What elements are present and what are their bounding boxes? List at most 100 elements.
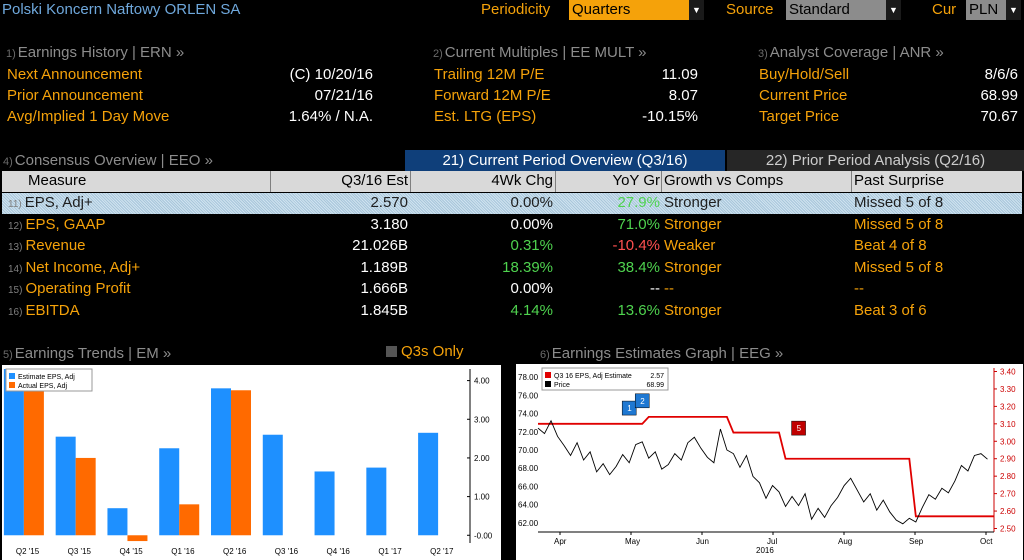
- right-tick-label: 2.60: [1000, 507, 1016, 516]
- x-tick-label: Q2 '17: [430, 547, 454, 556]
- growth-vs-comps-cell: --: [664, 280, 674, 297]
- estimate-bar: [366, 467, 387, 536]
- source-label: Source: [726, 1, 774, 18]
- growth-vs-comps-cell: Weaker: [664, 237, 716, 254]
- past-surprise-cell: Missed 5 of 8: [854, 194, 944, 211]
- measure-cell: 12) EPS, GAAP: [8, 216, 106, 233]
- estimate-cell: 1.189B: [360, 258, 408, 276]
- tab-current-period[interactable]: 21) Current Period Overview (Q3/16): [405, 150, 725, 171]
- estimate-bar: [262, 434, 283, 536]
- col-measure[interactable]: Measure: [28, 172, 87, 189]
- section-number: 2): [433, 48, 443, 60]
- row-number: 12): [8, 220, 23, 232]
- x-tick-label: Aug: [838, 537, 852, 546]
- section-title: Current Multiples | EE MULT »: [444, 44, 647, 61]
- consensus-overview-link[interactable]: 4) Consensus Overview | EEO »: [3, 152, 213, 169]
- next-announcement-value: (C) 10/20/16: [289, 66, 373, 83]
- left-tick-label: 62.00: [518, 519, 539, 528]
- right-tick-label: 3.10: [1000, 420, 1016, 429]
- trailing-pe-label: Trailing 12M P/E: [434, 66, 545, 83]
- measure-cell: 11) EPS, Adj+: [8, 194, 93, 211]
- analyst-coverage-link[interactable]: 3) Analyst Coverage | ANR »: [758, 44, 944, 61]
- x-tick-label: Oct: [980, 537, 993, 546]
- source-select[interactable]: Standard: [786, 0, 886, 20]
- past-surprise-cell: Beat 3 of 6: [854, 301, 927, 319]
- section-number: 5): [3, 349, 13, 361]
- legend-box: [541, 367, 669, 391]
- current-multiples-link[interactable]: 2) Current Multiples | EE MULT »: [433, 44, 647, 61]
- top-bar: Polski Koncern Naftowy ORLEN SA Periodic…: [0, 0, 1024, 22]
- legend-box: [5, 368, 93, 392]
- right-tick-label: 3.00: [1000, 437, 1016, 446]
- event-marker: [791, 420, 806, 436]
- row-number: 13): [8, 242, 23, 253]
- estimate-cell: 1.845B: [360, 301, 408, 319]
- x-tick-label: Q2 '16: [223, 547, 247, 556]
- col-estimate[interactable]: Q3/16 Est: [341, 172, 408, 189]
- table-row[interactable]: 13) Revenue 21.026B 0.31% -10.4% Weaker Beat 4…: [2, 236, 1022, 257]
- price-line: [537, 419, 988, 525]
- section-number: 6): [540, 349, 550, 361]
- section-number: 4): [3, 156, 13, 168]
- table-row[interactable]: 11) EPS, Adj+ 2.570 0.00% 27.9% Stronger Misse…: [2, 193, 1022, 214]
- currency-select[interactable]: PLN: [966, 0, 1006, 20]
- table-row[interactable]: 16) EBITDA 1.845B 4.14% 13.6% Stronger Beat 3 …: [2, 301, 1022, 322]
- estimate-bar: [418, 432, 439, 536]
- checkbox-icon: [386, 346, 397, 357]
- est-ltg-value: -10.15%: [642, 108, 698, 125]
- yoy-growth-cell: 13.6%: [617, 301, 660, 319]
- actual-bar: [23, 369, 44, 536]
- yoy-growth-cell: 27.9%: [617, 194, 660, 211]
- growth-vs-comps-cell: Stronger: [664, 194, 722, 211]
- legend-swatch: [9, 382, 15, 388]
- col-yoy[interactable]: YoY Gr: [612, 172, 660, 189]
- prior-announcement-label: Prior Announcement: [7, 87, 143, 104]
- periodicity-select[interactable]: Quarters: [569, 0, 689, 20]
- legend-swatch: [545, 372, 551, 378]
- y-tick-label: -0.00: [474, 531, 493, 540]
- legend-swatch: [545, 381, 551, 387]
- actual-bar: [231, 390, 251, 536]
- col-past-surprise[interactable]: Past Surprise: [854, 172, 945, 189]
- measure-cell: 13) Revenue: [8, 237, 86, 254]
- table-row[interactable]: 14) Net Income, Adj+ 1.189B 18.39% 38.4% Stro…: [2, 258, 1022, 279]
- earnings-trends-link[interactable]: 5) Earnings Trends | EM »: [3, 345, 171, 362]
- estimate-cell: 1.666B: [360, 280, 408, 297]
- measure-label: Net Income, Adj+: [25, 258, 141, 276]
- right-tick-label: 3.20: [1000, 402, 1016, 411]
- measure-label: EPS, GAAP: [25, 215, 106, 233]
- target-price-value: 70.67: [980, 108, 1018, 125]
- table-row[interactable]: 15) Operating Profit 1.666B 0.00% -- -- --: [2, 279, 1022, 300]
- currency-dropdown-icon[interactable]: ▼: [1006, 0, 1021, 20]
- left-tick-label: 76.00: [518, 391, 539, 400]
- col-4wk-chg[interactable]: 4Wk Chg: [491, 172, 553, 189]
- four-week-change-cell: 0.00%: [510, 280, 553, 297]
- past-surprise-cell: Missed 5 of 8: [854, 258, 944, 276]
- right-tick-label: 3.30: [1000, 385, 1016, 394]
- event-marker: [634, 393, 650, 409]
- left-tick-label: 70.00: [518, 446, 539, 455]
- x-year-label: 2016: [756, 546, 774, 555]
- currency-label: Cur: [932, 1, 957, 18]
- table-row[interactable]: 12) EPS, GAAP 3.180 0.00% 71.0% Stronger Misse…: [2, 215, 1022, 236]
- x-tick-label: Q3 '16: [275, 547, 299, 556]
- source-dropdown-icon[interactable]: ▼: [886, 0, 901, 20]
- x-tick-label: May: [625, 537, 640, 546]
- earnings-graph-link[interactable]: 6) Earnings Estimates Graph | EEG »: [540, 345, 783, 362]
- earnings-history-link[interactable]: 1) Earnings History | ERN »: [6, 44, 184, 61]
- four-week-change-cell: 4.14%: [510, 301, 553, 319]
- periodicity-dropdown-icon[interactable]: ▼: [689, 0, 704, 20]
- forward-pe-value: 8.07: [668, 87, 698, 104]
- col-growth-vs-comps[interactable]: Growth vs Comps: [664, 172, 784, 189]
- section-title: Earnings History | ERN »: [17, 44, 185, 61]
- left-tick-label: 74.00: [518, 410, 539, 419]
- estimate-bar: [211, 388, 231, 536]
- yoy-growth-cell: --: [650, 280, 660, 297]
- event-marker: [621, 400, 637, 416]
- earnings-estimates-chart: 62.00 64.00 66.00 68.00 70.00 72.00 74.00 76.00…: [516, 364, 1023, 560]
- tab-prior-period[interactable]: 22) Prior Period Analysis (Q2/16): [727, 150, 1024, 171]
- y-tick-label: 1.00: [474, 493, 490, 502]
- section-number: 1): [6, 48, 16, 60]
- growth-vs-comps-cell: Stronger: [664, 301, 722, 319]
- q3s-only-toggle[interactable]: Q3s Only: [386, 343, 464, 360]
